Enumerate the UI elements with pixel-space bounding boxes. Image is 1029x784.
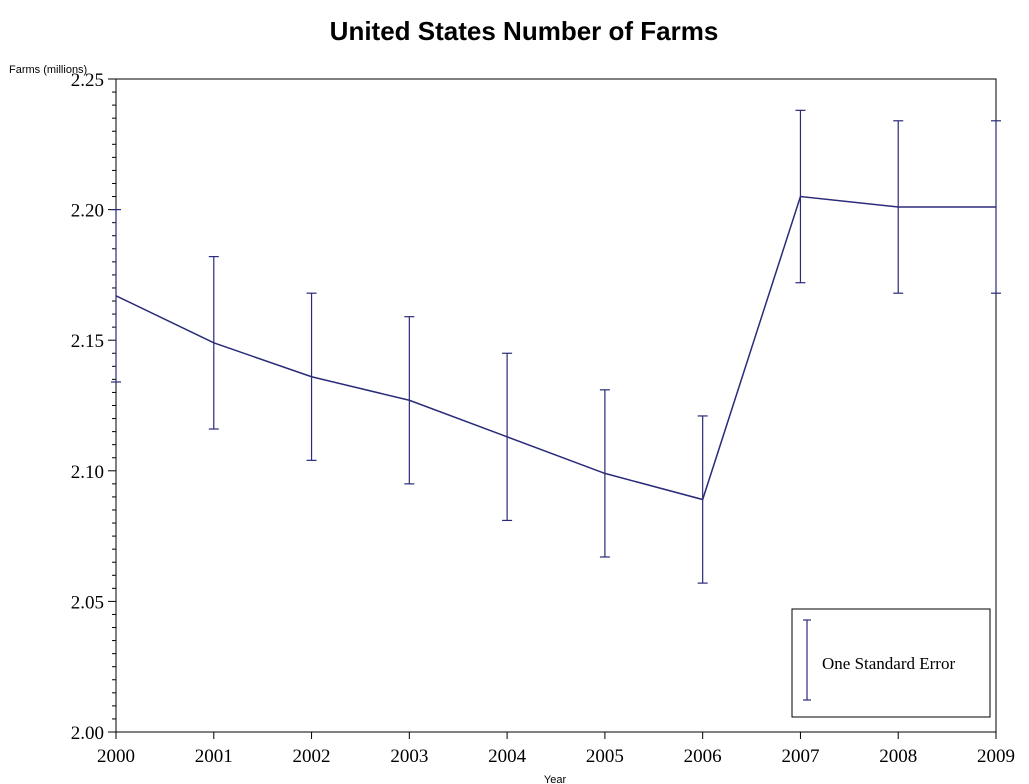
x-tick-label: 2007: [781, 746, 819, 767]
x-tick-label: 2001: [195, 746, 233, 767]
legend-label: One Standard Error: [822, 654, 955, 673]
x-tick-label: 2000: [97, 746, 135, 767]
chart-title: United States Number of Farms: [330, 16, 719, 46]
x-tick-label: 2005: [586, 746, 624, 767]
y-tick-label: 2.05: [71, 592, 104, 613]
y-axis-label: Farms (millions): [9, 64, 87, 76]
x-tick-label: 2008: [879, 746, 917, 767]
y-tick-label: 2.00: [71, 723, 104, 744]
x-tick-label: 2004: [488, 746, 527, 767]
x-axis-label: Year: [544, 774, 567, 784]
error-bars: [111, 109, 1001, 584]
x-tick-label: 2003: [390, 746, 428, 767]
x-tick-label: 2006: [684, 746, 722, 767]
legend: One Standard Error: [791, 608, 991, 718]
y-tick-label: 2.10: [71, 462, 104, 483]
x-axis: 2000 2001 2002 2003 2004 2005 2006 2007 2008 2009: [97, 732, 1015, 767]
y-tick-label: 2.25: [71, 70, 104, 91]
y-axis: 2.00 2.05 2.10 2.15 2.20 2.25: [71, 70, 116, 744]
x-tick-label: 2002: [293, 746, 331, 767]
y-tick-label: 2.20: [71, 201, 104, 222]
legend-box: [791, 608, 991, 718]
legend-errorbar-swatch: [803, 619, 811, 701]
y-tick-label: 2.15: [71, 331, 104, 352]
series-line: [115, 195, 996, 501]
x-tick-label: 2009: [977, 746, 1015, 767]
